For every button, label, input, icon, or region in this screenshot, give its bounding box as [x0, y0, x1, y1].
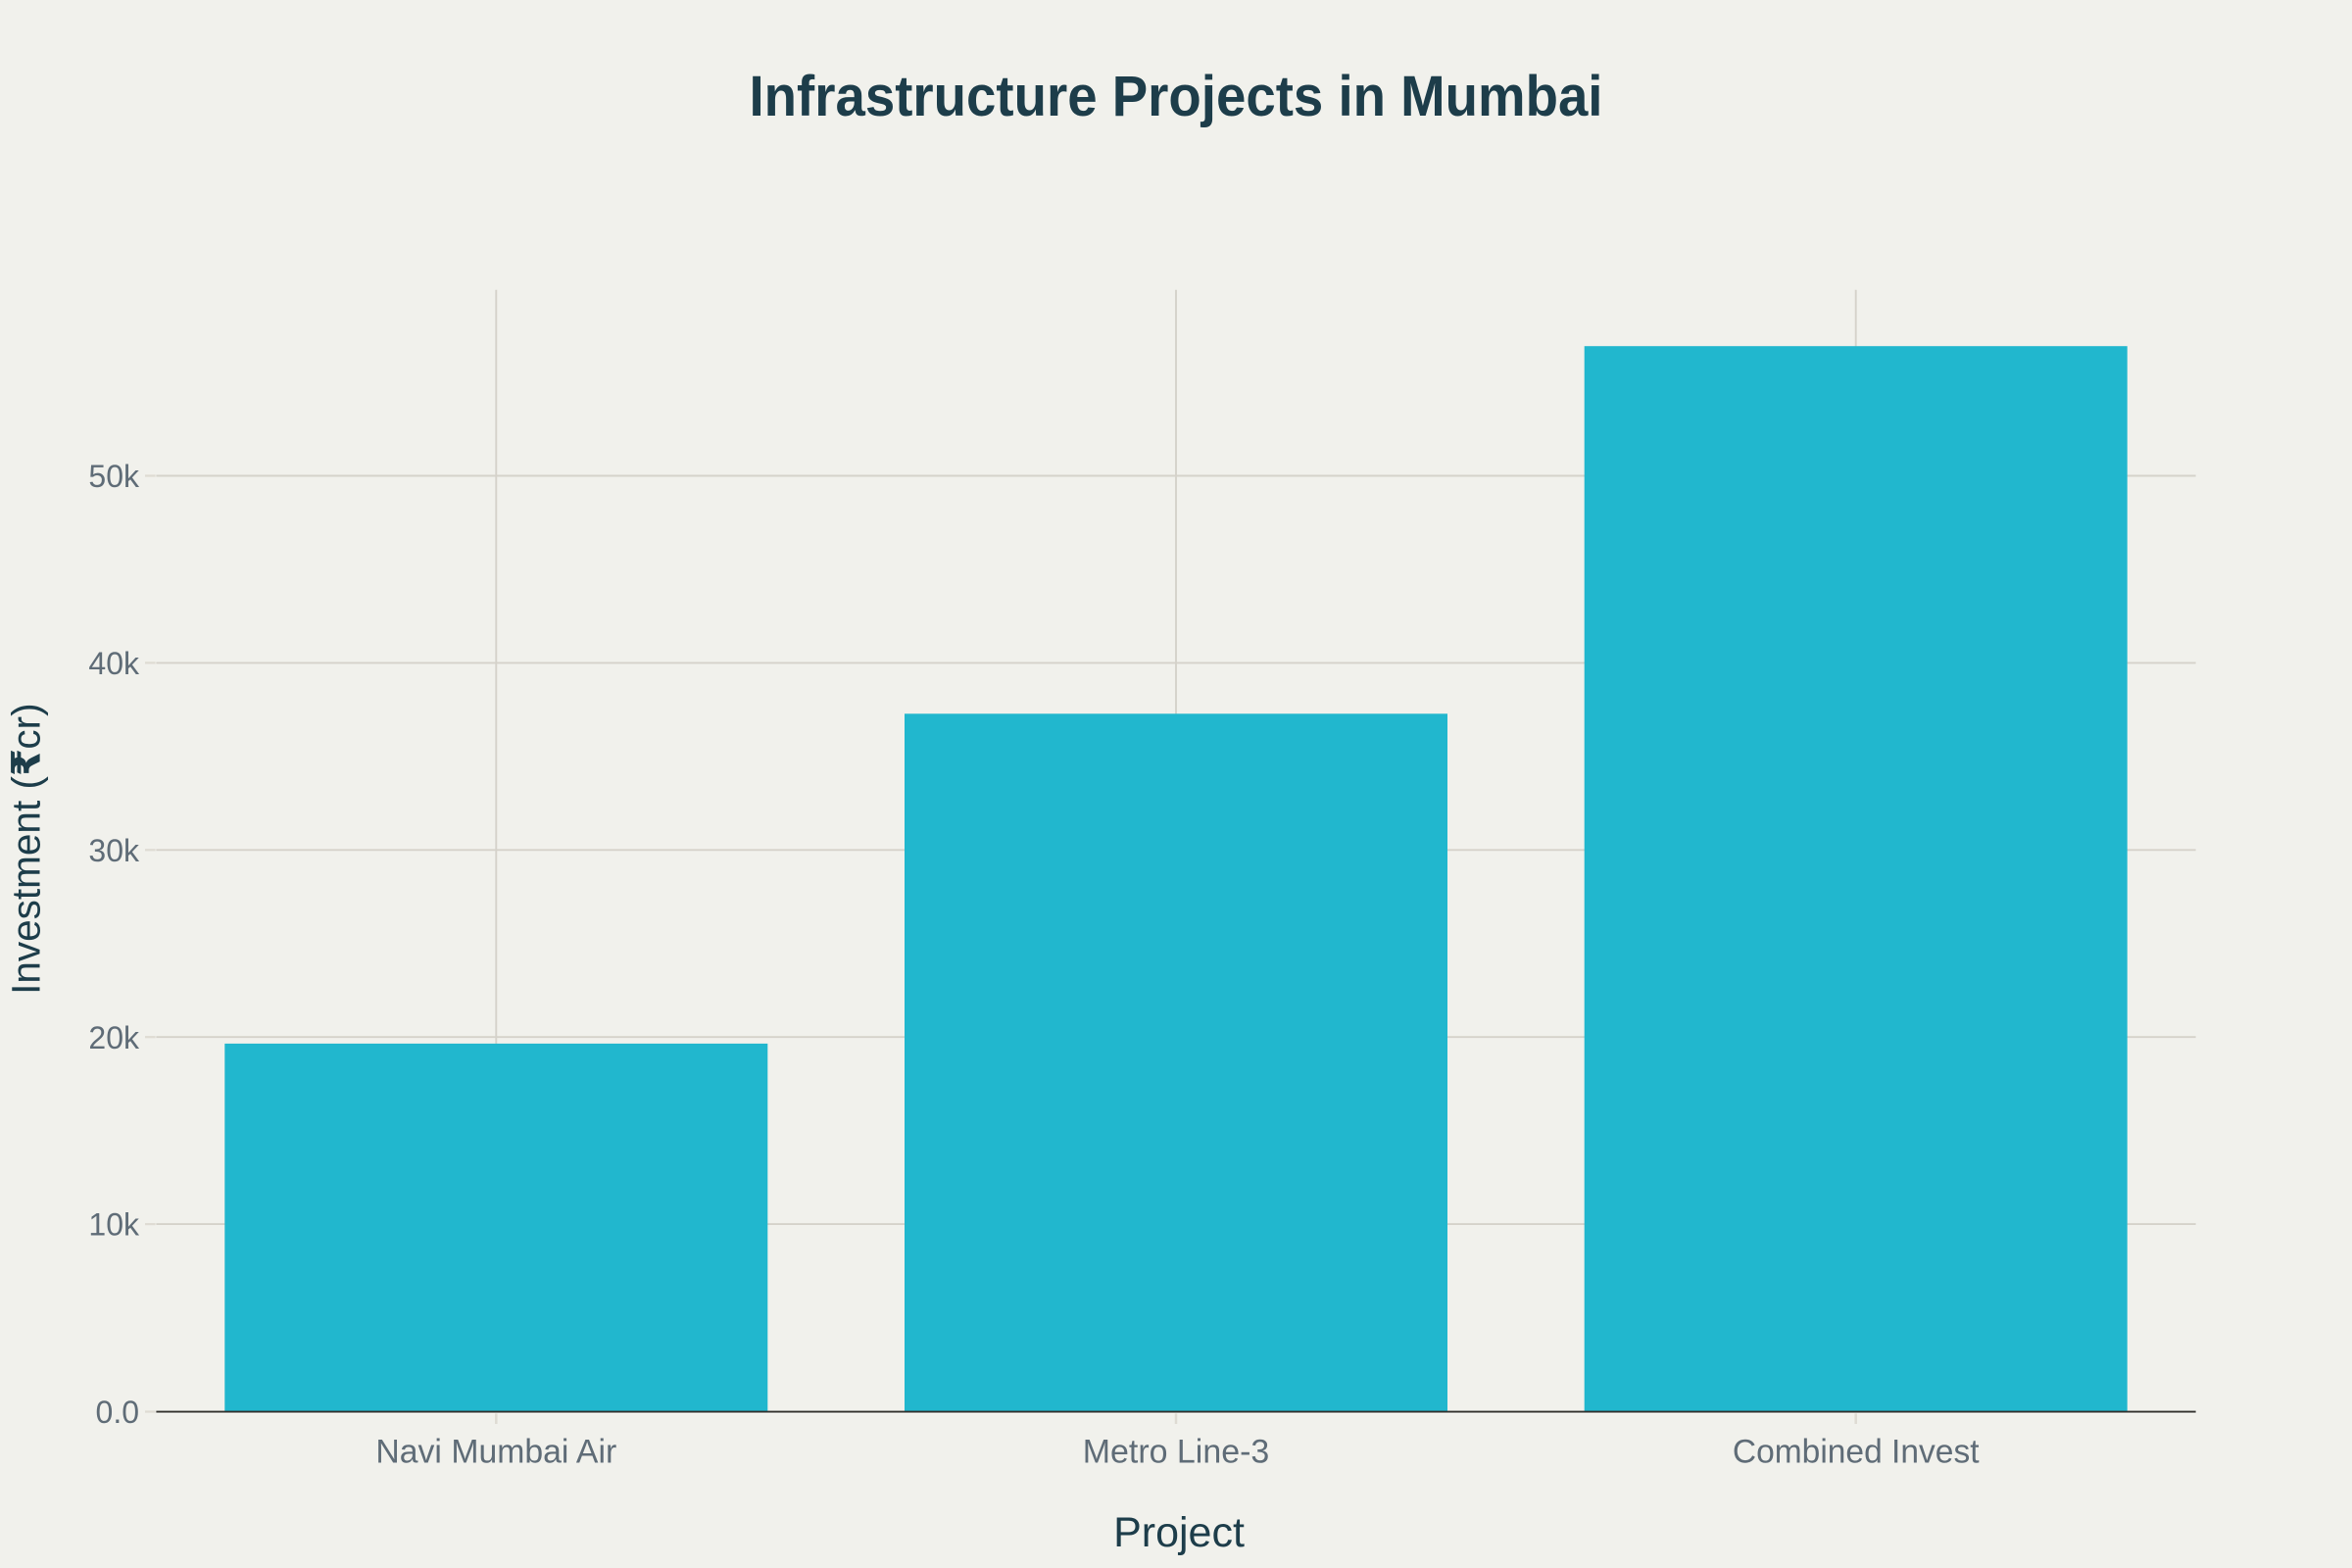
svg-text:cr): cr): [4, 703, 49, 749]
svg-text:30k: 30k: [88, 833, 140, 868]
svg-text:Infrastructure Projects in Mum: Infrastructure Projects in Mumbai: [750, 65, 1603, 128]
svg-text:Project: Project: [1113, 1509, 1245, 1556]
svg-text:10k: 10k: [88, 1207, 140, 1243]
svg-text:Combined Invest: Combined Invest: [1733, 1433, 1980, 1470]
svg-text:0.0: 0.0: [96, 1395, 139, 1430]
svg-text:Metro Line-3: Metro Line-3: [1083, 1433, 1270, 1470]
svg-text:Navi Mumbai Air: Navi Mumbai Air: [375, 1433, 616, 1470]
svg-text:50k: 50k: [88, 459, 140, 494]
svg-text:Investment (: Investment (: [4, 776, 49, 995]
svg-text:40k: 40k: [88, 646, 140, 681]
svg-text:20k: 20k: [88, 1020, 140, 1055]
